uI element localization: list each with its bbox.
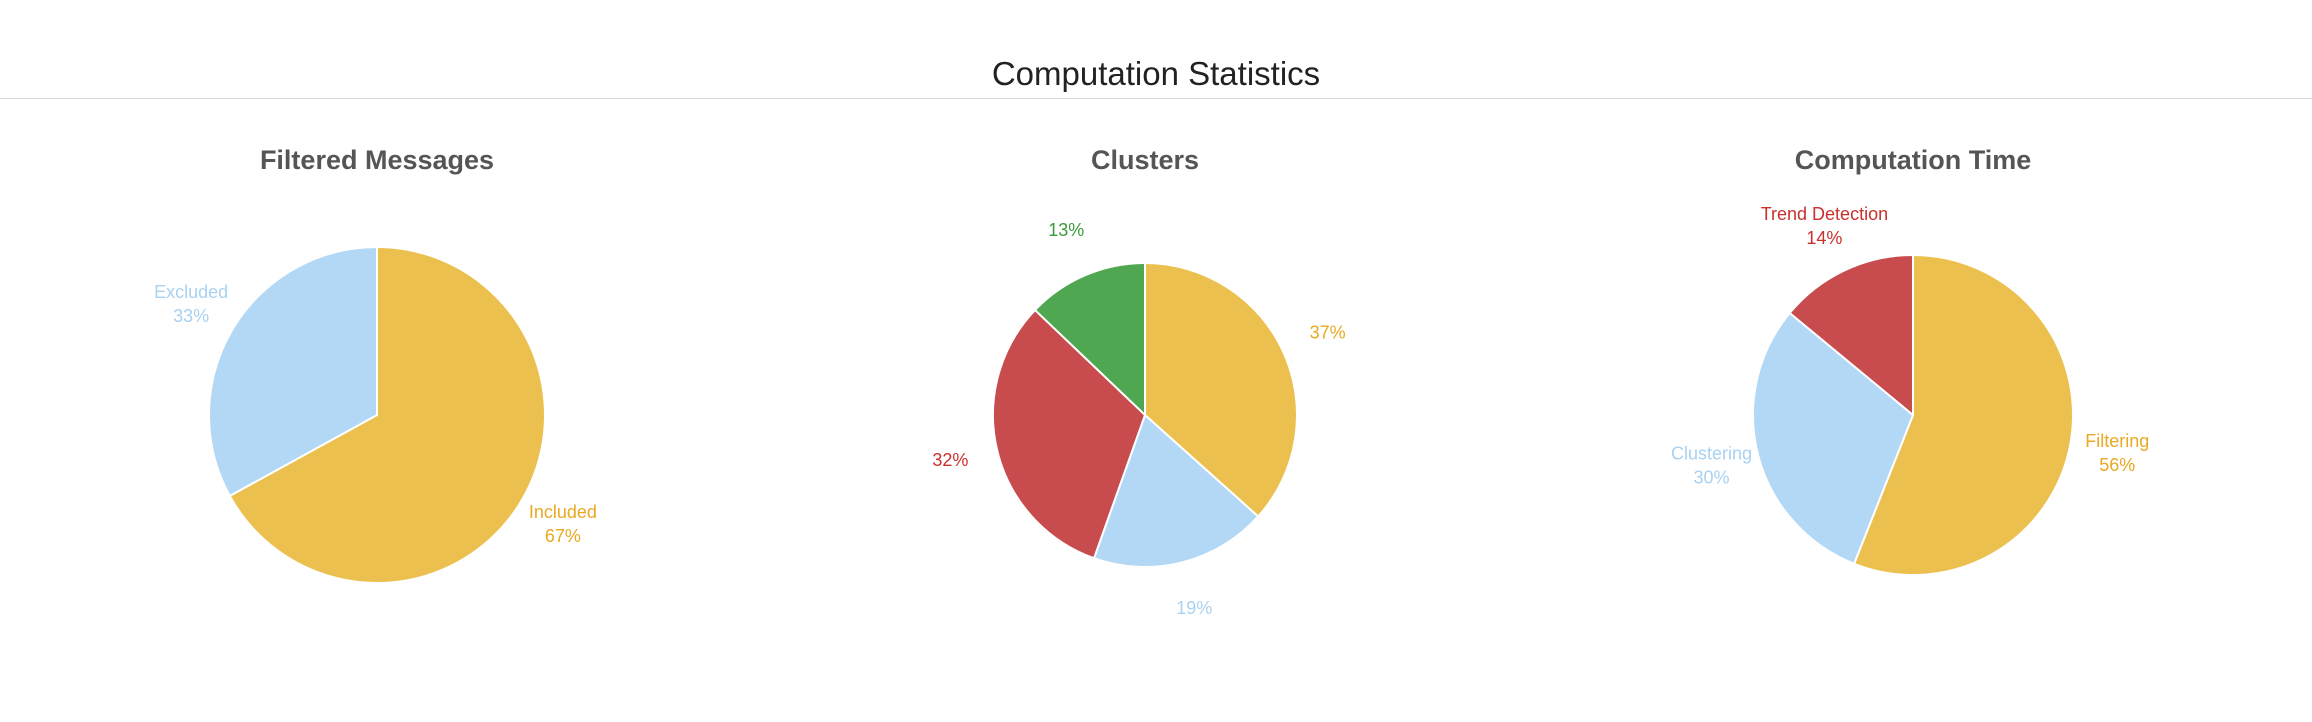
filtered-messages-chart: Filtered Messages Included 67% Excluded 33% (154, 145, 597, 584)
pie-slice-clustering (1752, 312, 1914, 565)
title-divider (0, 98, 2312, 99)
slice-value-label-slice-2: 19% (1176, 598, 1212, 618)
slice-label-included: Included (529, 502, 597, 522)
pie-slice-excluded (208, 246, 378, 497)
slice-value-label-included: 67% (545, 526, 581, 546)
pie-slice-included (228, 246, 546, 584)
pie-slice-slice-3 (992, 309, 1146, 560)
chart-title: Filtered Messages (260, 145, 494, 175)
slice-value-label-slice-1: 37% (1310, 323, 1346, 343)
slice-value-label-trend-detection: 14% (1806, 228, 1842, 248)
slice-label-excluded: Excluded (154, 282, 228, 302)
slice-label-trend-detection: Trend Detection (1761, 204, 1888, 224)
slice-label-clustering: Clustering (1671, 444, 1752, 464)
slice-label-filtering: Filtering (2085, 431, 2149, 451)
slice-value-label-excluded: 33% (173, 306, 209, 326)
pie-slice-filtering (1853, 254, 2075, 576)
page-title: Computation Statistics (991, 55, 1321, 92)
slice-value-label-filtering: 56% (2099, 455, 2135, 475)
clusters-chart: Clusters 37% 19% 32% 13% (932, 145, 1345, 618)
pie-slice-trend-detection (1788, 254, 1914, 416)
slice-value-label-clustering: 30% (1693, 468, 1729, 488)
chart-title: Computation Time (1795, 145, 2032, 175)
pie-slice-slice-1 (1144, 262, 1298, 518)
slice-value-label-slice-3: 32% (932, 450, 968, 470)
computation-time-chart: Computation Time Filtering 56% Clustering 30… (1671, 145, 2149, 576)
slice-value-label-slice-4: 13% (1048, 220, 1084, 240)
chart-title: Clusters (1091, 145, 1199, 175)
pie-slice-slice-4 (1034, 262, 1146, 416)
pie-slice-slice-2 (1093, 414, 1260, 568)
